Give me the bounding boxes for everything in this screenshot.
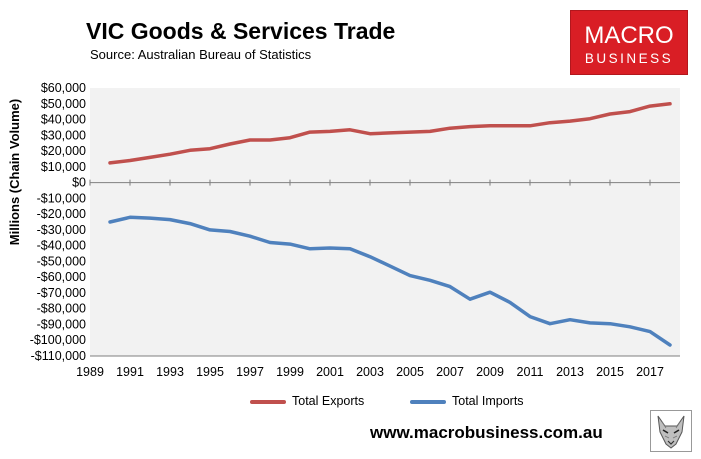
x-tick-label: 2009 <box>476 365 504 379</box>
logo-text-macro: MACRO <box>584 22 674 49</box>
series-line-exports <box>108 102 672 165</box>
series-group <box>108 102 672 347</box>
x-tick-label: 2017 <box>636 365 664 379</box>
macrobusiness-logo[interactable]: MACRO BUSINESS <box>570 10 688 75</box>
y-tick-label: -$70,000 <box>37 286 86 300</box>
logo-text-business: BUSINESS <box>584 51 674 66</box>
y-tick-label: -$80,000 <box>37 302 86 316</box>
y-tick-label: $40,000 <box>41 113 86 127</box>
y-tick-label: $50,000 <box>41 97 86 111</box>
x-tick-label: 2007 <box>436 365 464 379</box>
legend-label-imports: Total Imports <box>452 394 524 408</box>
x-tick-label: 1991 <box>116 365 144 379</box>
y-tick-label: -$40,000 <box>37 239 86 253</box>
y-tick-label: -$10,000 <box>37 191 86 205</box>
series-line-imports <box>108 215 672 347</box>
y-tick-label: $30,000 <box>41 128 86 142</box>
x-axis: 1989 1991 1993 1995 1997 1999 2001 2003 2005 2007… <box>76 179 680 379</box>
y-tick-label: -$60,000 <box>37 270 86 284</box>
chart-title: VIC Goods & Services Trade <box>86 18 396 44</box>
x-tick-label: 1989 <box>76 365 104 379</box>
y-tick-label: $10,000 <box>41 160 86 174</box>
x-tick-label: 2013 <box>556 365 584 379</box>
y-tick-label: $60,000 <box>41 81 86 95</box>
legend-item-imports: Total Imports <box>410 394 524 408</box>
y-tick-label: $0 <box>72 176 86 190</box>
wolf-logo-icon <box>650 410 692 452</box>
y-tick-label: $20,000 <box>41 144 86 158</box>
y-tick-label: -$50,000 <box>37 254 86 268</box>
y-tick-label: -$30,000 <box>37 223 86 237</box>
website-url[interactable]: www.macrobusiness.com.au <box>370 423 603 442</box>
y-tick-label: -$20,000 <box>37 207 86 221</box>
legend-item-exports: Total Exports <box>250 394 364 408</box>
x-tick-label: 2015 <box>596 365 624 379</box>
y-tick-label: -$90,000 <box>37 317 86 331</box>
x-tick-label: 2011 <box>517 365 544 379</box>
x-tick-label: 1993 <box>156 365 184 379</box>
x-tick-label: 1995 <box>196 365 224 379</box>
x-tick-label: 1997 <box>236 365 264 379</box>
y-tick-label: -$110,000 <box>31 349 86 363</box>
y-tick-label: -$100,000 <box>30 333 86 347</box>
legend-swatch-imports <box>410 399 446 404</box>
y-axis: $60,000 $50,000 $40,000$30,000 $20,000 $10,0… <box>30 81 680 363</box>
x-tick-label: 2003 <box>356 365 384 379</box>
x-tick-label: 1999 <box>276 365 304 379</box>
legend-label-exports: Total Exports <box>292 394 365 408</box>
legend-swatch-exports <box>250 399 286 404</box>
chart-source: Source: Australian Bureau of Statistics <box>90 47 312 62</box>
x-tick-label: 2005 <box>396 365 424 379</box>
x-tick-label: 2001 <box>316 365 344 379</box>
